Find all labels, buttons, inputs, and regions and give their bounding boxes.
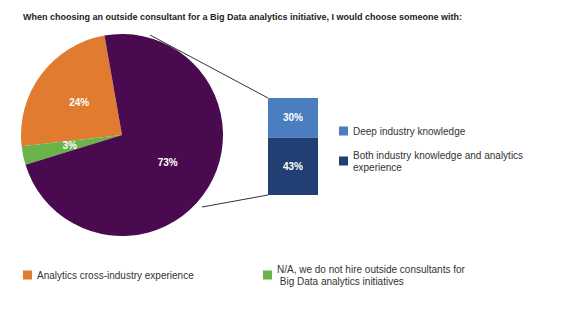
svg-text:experience: experience [353,162,402,173]
svg-text:Analytics cross-industry exper: Analytics cross-industry experience [37,270,194,281]
svg-text:Deep industry knowledge: Deep industry knowledge [353,126,466,137]
svg-text:Both industry knowledge and an: Both industry knowledge and analytics [353,150,526,161]
svg-text:Big Data analytics initiatives: Big Data analytics initiatives [277,276,404,287]
svg-text:43%: 43% [283,161,303,172]
svg-text:30%: 30% [283,112,303,123]
svg-text:When choosing an outside consu: When choosing an outside consultant for … [23,12,462,22]
svg-text:73%: 73% [158,157,178,168]
svg-text:3%: 3% [62,140,77,151]
svg-text:24%: 24% [69,97,89,108]
svg-text:N/A, we do not hire outside co: N/A, we do not hire outside consultants … [277,264,466,275]
